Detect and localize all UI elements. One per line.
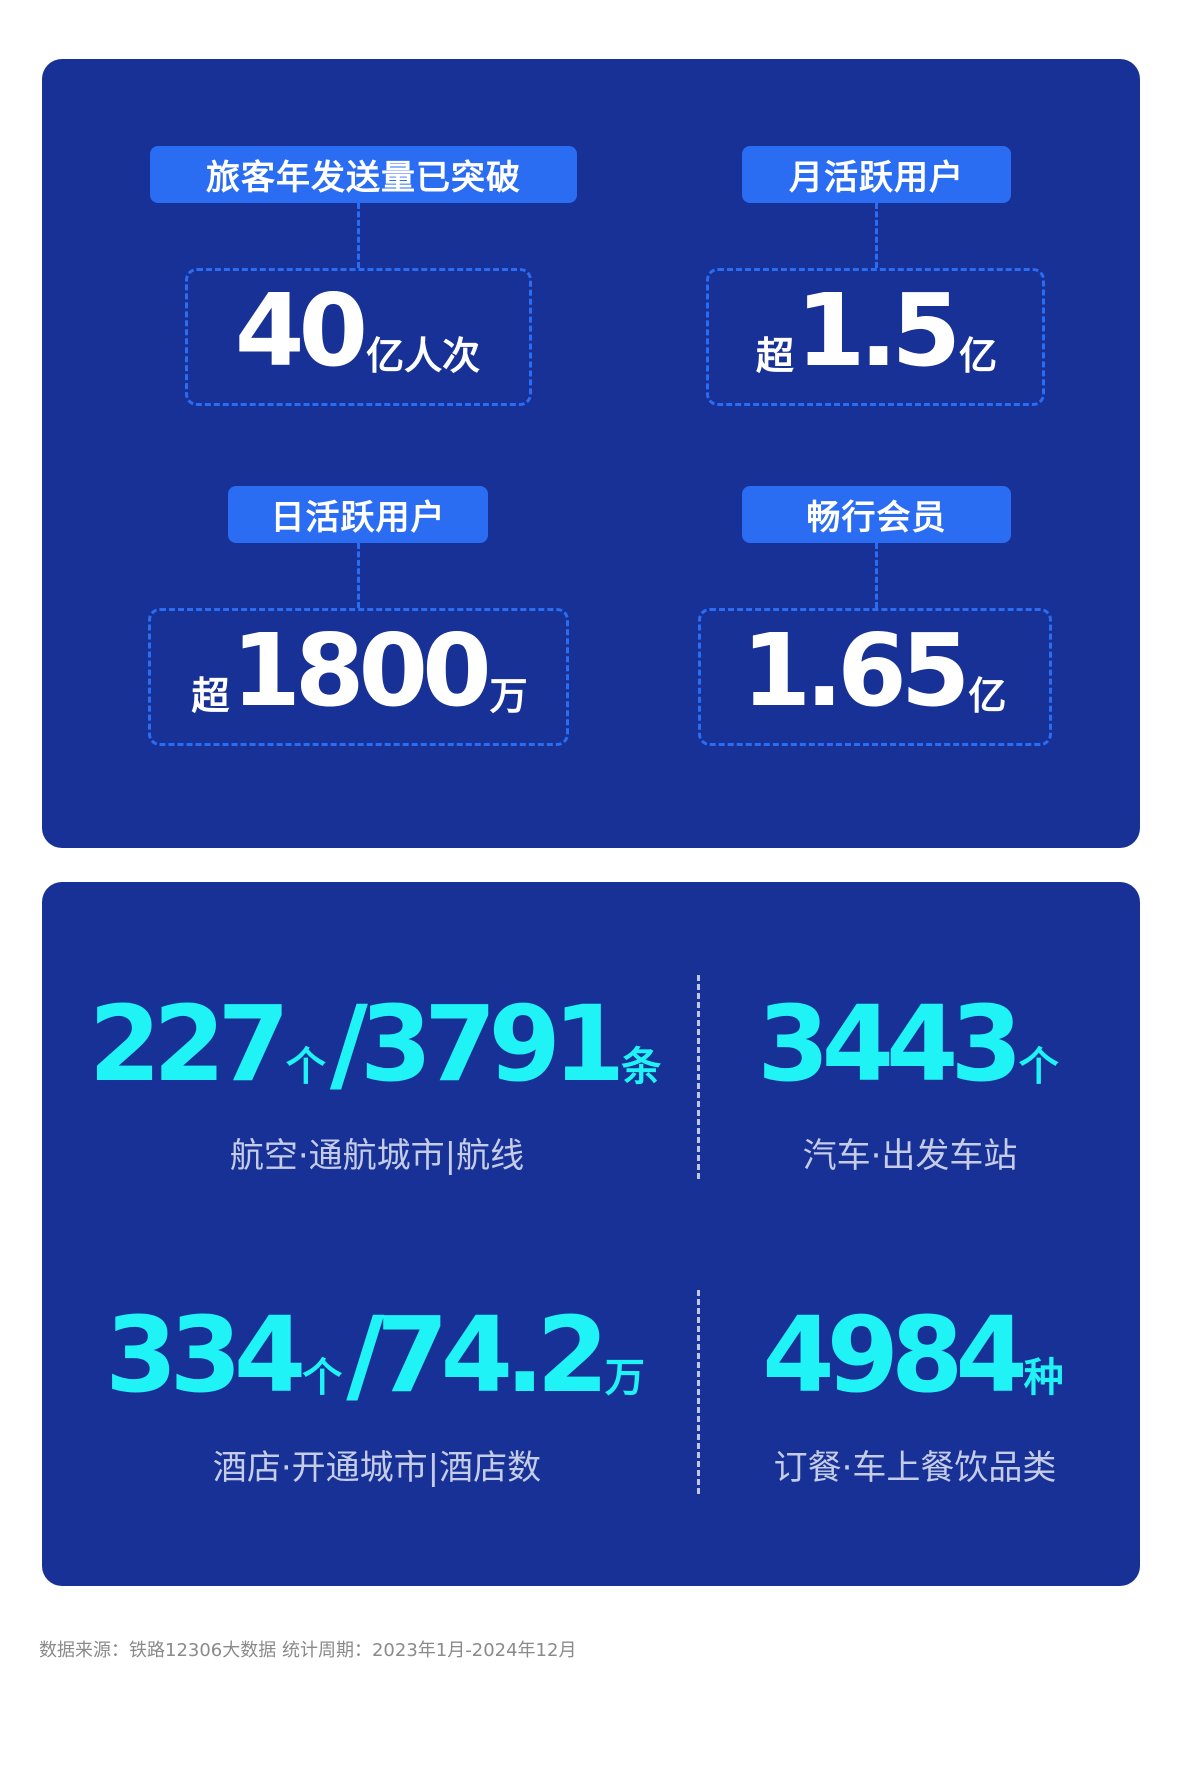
stat-caption: 订餐·车上餐饮品类 bbox=[773, 1448, 1057, 1488]
stat-prefix: 超 bbox=[191, 674, 230, 718]
stat-value: 1.65 bbox=[741, 612, 971, 729]
stat-box-annual-passengers: 40 亿人次 bbox=[185, 268, 532, 406]
services-stats-card bbox=[42, 882, 1140, 1586]
stat-prefix: 超 bbox=[755, 334, 794, 378]
stat-caption: 航空·通航城市|航线 bbox=[229, 1136, 525, 1176]
stat-flights: 227 个/3791 条 bbox=[77, 992, 677, 1096]
connector-line bbox=[357, 203, 360, 268]
stat-unit: 个 bbox=[285, 1044, 326, 1090]
stat-box-daily-active: 超 1800 万 bbox=[148, 608, 569, 746]
stat-bus-stations: 3443 个 bbox=[710, 992, 1110, 1096]
column-divider bbox=[697, 1290, 700, 1494]
stat-value: 1.5 bbox=[795, 272, 961, 389]
stat-separator: / bbox=[346, 1294, 384, 1416]
stat-value: 40 bbox=[234, 272, 368, 389]
stat-value: 334 bbox=[105, 1294, 306, 1416]
stat-unit: 条 bbox=[621, 1044, 662, 1090]
connector-line bbox=[875, 543, 878, 608]
stat-unit: 个 bbox=[1018, 1044, 1059, 1090]
stat-unit: 亿人次 bbox=[366, 334, 481, 378]
connector-line bbox=[357, 543, 360, 608]
stat-value: 4984 bbox=[762, 1294, 1027, 1416]
stat-hotels: 334 个/74.2 万 bbox=[77, 1303, 677, 1407]
data-source-note: 数据来源：铁路12306大数据 统计周期：2023年1月-2024年12月 bbox=[39, 1640, 577, 1661]
stat-box-monthly-active: 超 1.5 亿 bbox=[706, 268, 1045, 406]
stat-unit: 亿 bbox=[959, 334, 998, 378]
stat-unit: 个 bbox=[302, 1355, 343, 1401]
stat-unit: 亿 bbox=[968, 674, 1007, 718]
stat-unit: 万 bbox=[604, 1355, 645, 1401]
stat-label-annual-passengers: 旅客年发送量已突破 bbox=[150, 146, 577, 203]
stat-box-members: 1.65 亿 bbox=[698, 608, 1052, 746]
stat-separator: / bbox=[329, 983, 368, 1105]
stat-value: 1800 bbox=[231, 612, 491, 729]
stat-meals: 4984 种 bbox=[715, 1303, 1115, 1407]
stat-value: 74.2 bbox=[376, 1294, 609, 1416]
stat-value: 3791 bbox=[359, 983, 625, 1105]
column-divider bbox=[697, 975, 700, 1179]
stat-unit: 万 bbox=[489, 674, 528, 718]
stat-label-members: 畅行会员 bbox=[742, 486, 1011, 543]
stat-caption: 酒店·开通城市|酒店数 bbox=[212, 1448, 542, 1488]
stat-unit: 种 bbox=[1023, 1355, 1064, 1401]
stat-value: 227 bbox=[88, 983, 290, 1105]
stat-value: 3443 bbox=[757, 983, 1022, 1105]
stat-label-monthly-active: 月活跃用户 bbox=[742, 146, 1011, 203]
stat-label-daily-active: 日活跃用户 bbox=[228, 486, 488, 543]
stat-caption: 汽车·出发车站 bbox=[802, 1136, 1018, 1176]
connector-line bbox=[875, 203, 878, 268]
